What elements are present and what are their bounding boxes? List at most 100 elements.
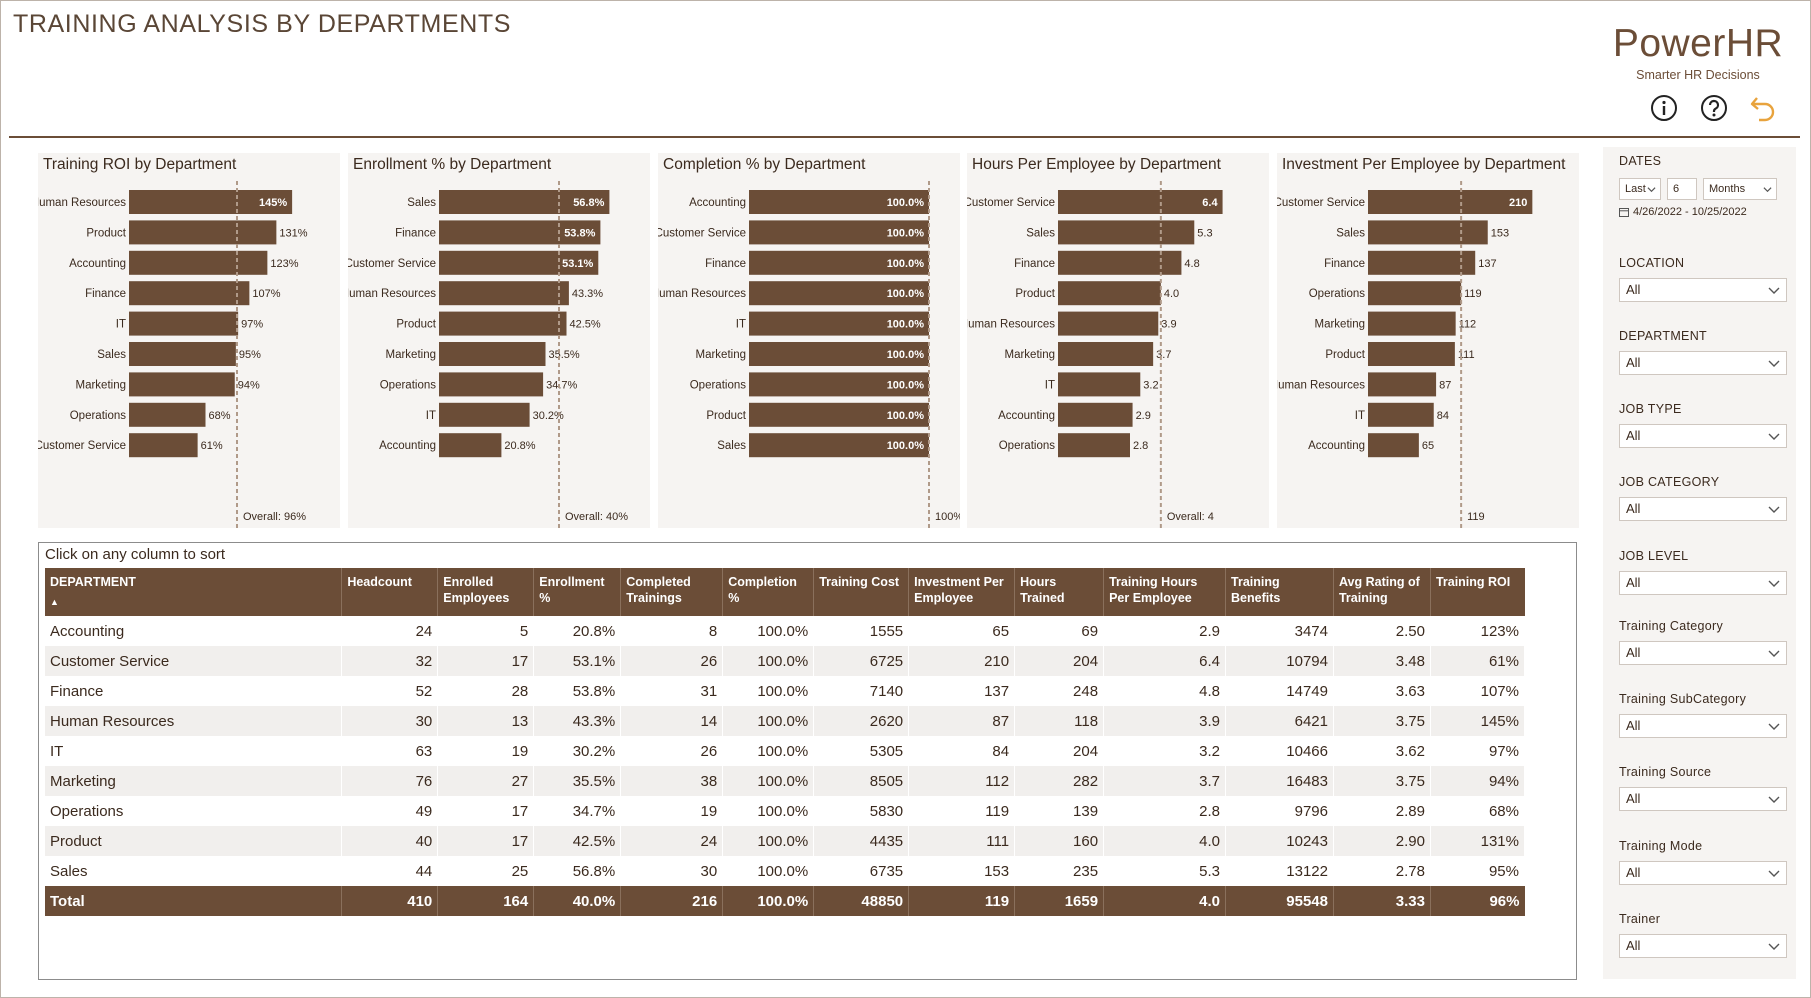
table-cell: 7140 — [813, 676, 910, 706]
bar[interactable] — [439, 433, 502, 458]
chart-enrollment[interactable]: Enrollment % by Department Sales 56.8% Fin… — [348, 153, 650, 528]
bar[interactable] — [1058, 250, 1182, 275]
table-cell: 27 — [437, 766, 535, 796]
table-row[interactable]: Sales 44 25 56.8% 30 100.0% 6735 153 235 5.3 13122… — [45, 856, 1526, 886]
table-cell: 100.0% — [722, 616, 815, 646]
bar[interactable] — [1368, 220, 1488, 245]
bar[interactable] — [129, 433, 198, 458]
table-cell: 31 — [620, 676, 724, 706]
bar[interactable] — [1368, 402, 1434, 427]
table-row[interactable]: Customer Service 32 17 53.1% 26 100.0% 6725 210… — [45, 646, 1526, 676]
bar[interactable] — [129, 311, 239, 336]
column-header-avg-rating[interactable]: Avg Rating of Training — [1333, 568, 1431, 616]
table-cell: 17 — [437, 646, 535, 676]
bar[interactable] — [1368, 433, 1419, 458]
job-type-dropdown[interactable]: All — [1619, 424, 1787, 448]
job-level-dropdown[interactable]: All — [1619, 571, 1787, 595]
bar[interactable] — [749, 433, 929, 458]
training-source-dropdown[interactable]: All — [1619, 787, 1787, 811]
column-header-department[interactable]: DEPARTMENT ▲ — [45, 568, 343, 616]
bar[interactable] — [439, 281, 569, 306]
date-count-input[interactable]: 6 — [1667, 178, 1697, 200]
location-dropdown[interactable]: All — [1619, 278, 1787, 302]
bar[interactable] — [1368, 281, 1462, 306]
bar[interactable] — [439, 190, 610, 214]
bar[interactable] — [129, 281, 250, 306]
bar[interactable] — [1058, 402, 1133, 427]
column-header-investment-per-employee[interactable]: Investment Per Employee — [908, 568, 1016, 616]
bar[interactable] — [1368, 372, 1437, 397]
chart-hours-per-employee[interactable]: Hours Per Employee by Department Custome… — [967, 153, 1269, 528]
bar[interactable] — [129, 342, 236, 366]
bar[interactable] — [129, 220, 277, 245]
department-dropdown[interactable]: All — [1619, 351, 1787, 375]
bar[interactable] — [749, 342, 929, 366]
bar[interactable] — [1368, 311, 1456, 336]
column-header-headcount[interactable]: Headcount — [341, 568, 439, 616]
job-category-dropdown[interactable]: All — [1619, 497, 1787, 521]
table-cell: 210 — [908, 646, 1016, 676]
training-category-dropdown[interactable]: All — [1619, 641, 1787, 665]
chevron-down-icon — [1768, 506, 1780, 513]
bar[interactable] — [439, 220, 601, 245]
bar[interactable] — [1058, 372, 1141, 397]
bar[interactable] — [129, 250, 268, 275]
chart-training-roi[interactable]: Training ROI by Department Human Resourc… — [38, 153, 340, 528]
bar[interactable] — [1058, 433, 1130, 458]
column-header-completed-trainings[interactable]: Completed Trainings — [620, 568, 724, 616]
column-header-enrolled-employees[interactable]: Enrolled Employees — [437, 568, 535, 616]
bar[interactable] — [749, 311, 929, 336]
bar[interactable] — [1368, 342, 1455, 366]
bar[interactable] — [129, 402, 206, 427]
bar[interactable] — [1058, 190, 1223, 214]
bar[interactable] — [1058, 342, 1154, 366]
bar[interactable] — [439, 402, 530, 427]
table-row[interactable]: IT 63 19 30.2% 26 100.0% 5305 84 204 3.2 10466 3.62… — [45, 736, 1526, 766]
bar[interactable] — [439, 311, 567, 336]
bar[interactable] — [749, 281, 929, 306]
trainer-dropdown[interactable]: All — [1619, 934, 1787, 958]
bar[interactable] — [749, 220, 929, 245]
help-icon[interactable] — [1700, 94, 1728, 122]
bar[interactable] — [129, 190, 293, 214]
column-header-training-benefits[interactable]: Training Benefits — [1225, 568, 1334, 616]
table-row[interactable]: Marketing 76 27 35.5% 38 100.0% 8505 112 282 3.7 1… — [45, 766, 1526, 796]
bar[interactable] — [439, 342, 546, 366]
date-unit-select[interactable]: Months — [1703, 178, 1777, 200]
bar[interactable] — [749, 402, 929, 427]
category-label: Marketing — [696, 349, 747, 361]
bar[interactable] — [1058, 311, 1159, 336]
bar[interactable] — [1368, 190, 1533, 214]
training-mode-dropdown[interactable]: All — [1619, 861, 1787, 885]
bar[interactable] — [439, 372, 544, 397]
training-subcategory-dropdown[interactable]: All — [1619, 714, 1787, 738]
date-relative-select[interactable]: Last — [1619, 178, 1661, 200]
column-header-training-roi[interactable]: Training ROI — [1430, 568, 1525, 616]
bar[interactable] — [749, 372, 929, 397]
column-header-hours-trained[interactable]: Hours Trained — [1014, 568, 1105, 616]
bar[interactable] — [1058, 281, 1161, 306]
column-header-training-hours-per-employee[interactable]: Training Hours Per Employee — [1103, 568, 1227, 616]
back-icon[interactable] — [1750, 94, 1778, 122]
chart-investment-per-employee[interactable]: Investment Per Employee by Department Cu… — [1277, 153, 1579, 528]
bar[interactable] — [129, 372, 235, 397]
filter-label-job-level: JOB LEVEL — [1619, 549, 1689, 563]
bar[interactable] — [1058, 220, 1195, 245]
chart-completion[interactable]: Completion % by Department Accounting 100… — [658, 153, 960, 528]
job-category-value: All — [1626, 501, 1641, 516]
table-row[interactable]: Product 40 17 42.5% 24 100.0% 4435 111 160 4.0 102… — [45, 826, 1526, 856]
bar[interactable] — [749, 190, 929, 214]
bar[interactable] — [749, 250, 929, 275]
column-header-completion-pct[interactable]: Completion % — [722, 568, 815, 616]
info-icon[interactable] — [1650, 94, 1678, 122]
column-header-training-cost[interactable]: Training Cost — [813, 568, 910, 616]
table-row[interactable]: Accounting 24 5 20.8% 8 100.0% 1555 65 69 2.9 3474… — [45, 616, 1526, 646]
total-cell: 216 — [620, 886, 724, 916]
column-header-enrollment-pct[interactable]: Enrollment % — [533, 568, 622, 616]
table-row[interactable]: Finance 52 28 53.8% 31 100.0% 7140 137 248 4.8 147… — [45, 676, 1526, 706]
bar[interactable] — [1368, 250, 1476, 275]
brand-logo: PowerHR Smarter HR Decisions — [1608, 22, 1788, 82]
table-row[interactable]: Operations 49 17 34.7% 19 100.0% 5830 119 139 2.8… — [45, 796, 1526, 826]
table-row[interactable]: Human Resources 30 13 43.3% 14 100.0% 2620 87 11… — [45, 706, 1526, 736]
table-cell: 14 — [620, 706, 724, 736]
